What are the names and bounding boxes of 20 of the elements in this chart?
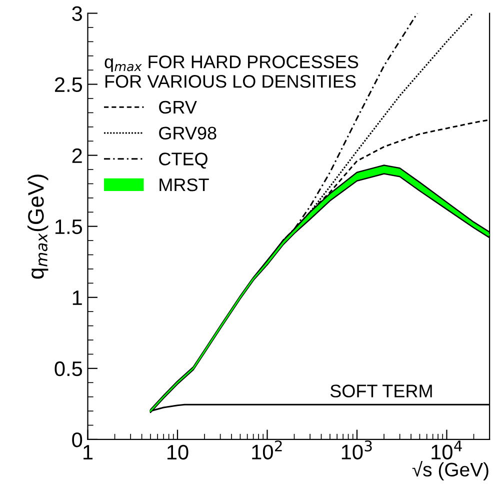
x-tick-label: 10$^{3}$: [342, 440, 372, 460]
legend-label: GRV98: [159, 126, 216, 140]
x-tick-label: 10$^{4}$: [432, 440, 462, 460]
x-tick-label: 1: [84, 445, 93, 460]
y-tick-label: 3: [72, 6, 82, 22]
y-axis-title: q$_{max}$(GeV): [27, 174, 48, 279]
x-tick-label: 10: [168, 444, 188, 460]
y-tick-label: 2: [72, 148, 82, 163]
y-tick-label: 1: [72, 290, 82, 305]
x-axis-title: √s (GeV): [412, 460, 488, 480]
legend-label: MRST: [160, 178, 209, 192]
legend-title: q$_{max}$ FOR HARD PROCESSES FOR VARIOUS LO DENSITIES: [104, 55, 358, 88]
x-tick-label: 10$^{2}$: [252, 440, 282, 460]
y-tick-label: 1.5: [56, 220, 82, 234]
legend-label: CTEQ: [159, 152, 208, 169]
y-tick-label: 0: [72, 432, 82, 448]
annotation: SOFT TERM: [330, 384, 432, 398]
legend-label: GRV: [159, 100, 197, 114]
y-tick-label: 2.5: [54, 77, 82, 92]
y-tick-label: 0.5: [54, 361, 82, 376]
